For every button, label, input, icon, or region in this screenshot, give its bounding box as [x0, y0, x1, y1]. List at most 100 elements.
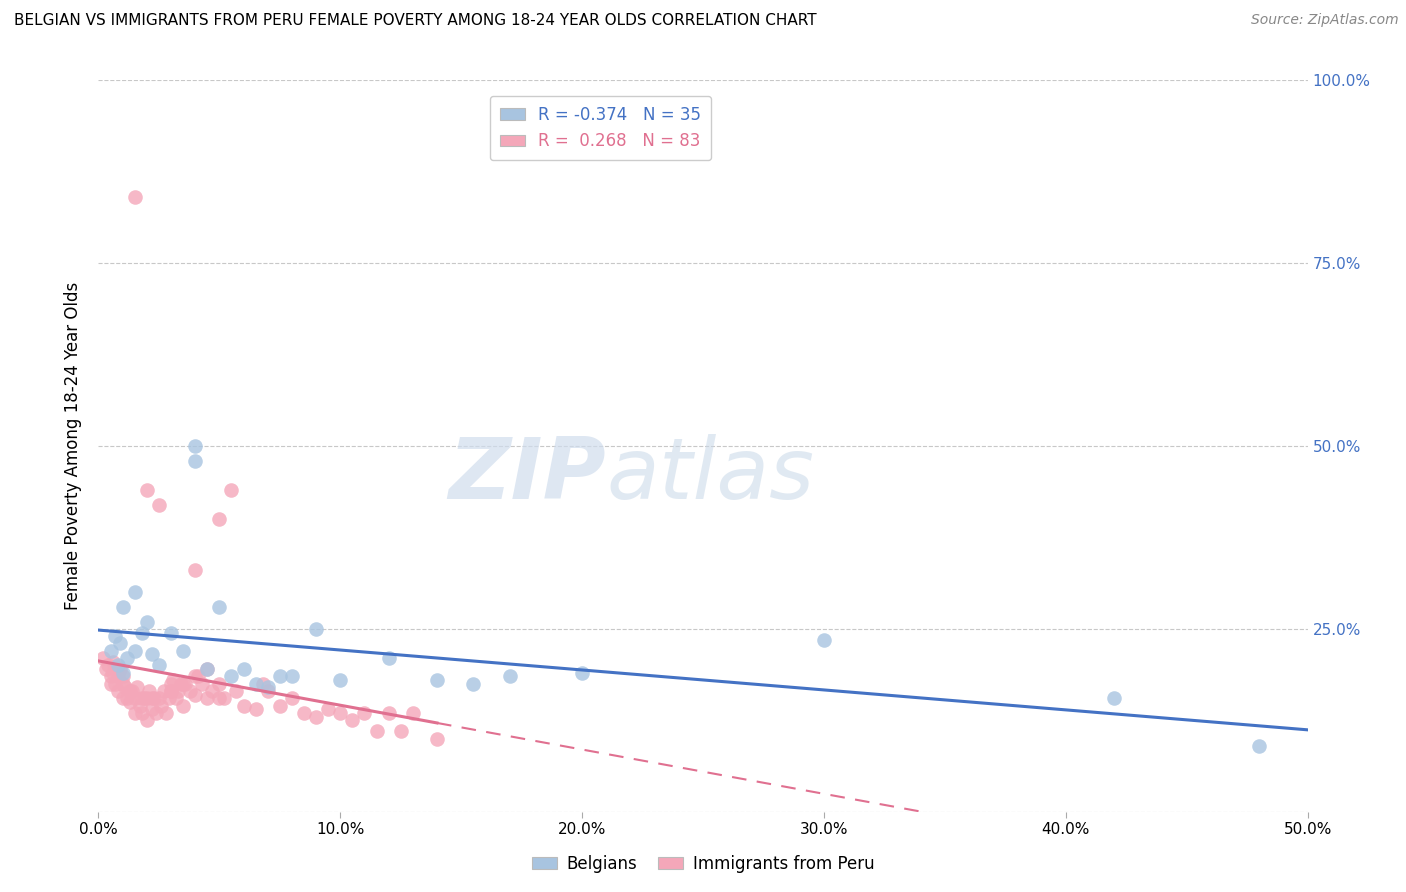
Point: [107, 684, 129, 698]
Point: [353, 706, 375, 720]
Point: [292, 706, 315, 720]
Point: [179, 684, 201, 698]
Point: [135, 714, 157, 728]
Point: [148, 658, 170, 673]
Point: [138, 684, 160, 698]
Point: [141, 648, 163, 662]
Point: [172, 644, 194, 658]
Point: [225, 684, 247, 698]
Text: Source: ZipAtlas.com: Source: ZipAtlas.com: [1251, 13, 1399, 28]
Point: [426, 731, 449, 746]
Point: [195, 691, 218, 706]
Point: [167, 684, 190, 698]
Point: [187, 669, 209, 683]
Point: [108, 636, 131, 650]
Point: [174, 676, 197, 690]
Point: [97, 658, 120, 673]
Point: [377, 706, 399, 720]
Point: [208, 512, 231, 526]
Text: ZIP: ZIP: [449, 434, 606, 516]
Point: [108, 662, 131, 676]
Point: [281, 691, 304, 706]
Point: [305, 622, 328, 636]
Point: [100, 676, 122, 690]
Point: [191, 676, 214, 690]
Point: [100, 669, 122, 683]
Point: [141, 691, 163, 706]
Point: [124, 190, 146, 204]
Point: [111, 691, 134, 706]
Point: [221, 483, 243, 497]
Point: [402, 706, 425, 720]
Point: [150, 698, 173, 713]
Point: [316, 702, 339, 716]
Point: [157, 691, 180, 706]
Point: [195, 662, 218, 676]
Point: [245, 676, 267, 690]
Point: [252, 676, 274, 690]
Point: [111, 665, 134, 680]
Point: [107, 669, 129, 683]
Point: [111, 599, 134, 614]
Point: [118, 695, 141, 709]
Point: [148, 691, 170, 706]
Point: [117, 691, 139, 706]
Point: [145, 706, 167, 720]
Point: [124, 691, 146, 706]
Text: BELGIAN VS IMMIGRANTS FROM PERU FEMALE POVERTY AMONG 18-24 YEAR OLDS CORRELATION: BELGIAN VS IMMIGRANTS FROM PERU FEMALE P…: [14, 13, 817, 29]
Point: [131, 706, 153, 720]
Point: [201, 684, 224, 698]
Point: [160, 684, 183, 698]
Point: [104, 629, 127, 643]
Point: [104, 676, 127, 690]
Point: [184, 669, 207, 683]
Point: [135, 483, 157, 497]
Point: [256, 681, 278, 695]
Point: [94, 662, 117, 676]
Point: [256, 684, 278, 698]
Point: [184, 563, 207, 577]
Point: [148, 498, 170, 512]
Point: [135, 615, 157, 629]
Point: [165, 691, 187, 706]
Point: [1102, 691, 1125, 706]
Point: [107, 658, 129, 673]
Point: [329, 673, 352, 687]
Point: [124, 644, 146, 658]
Point: [143, 691, 166, 706]
Point: [269, 698, 291, 713]
Point: [135, 691, 157, 706]
Point: [114, 681, 136, 695]
Point: [221, 669, 243, 683]
Point: [100, 644, 122, 658]
Point: [172, 698, 194, 713]
Point: [389, 724, 412, 739]
Point: [117, 651, 139, 665]
Point: [160, 625, 183, 640]
Point: [366, 724, 388, 739]
Point: [160, 676, 183, 690]
Point: [118, 684, 141, 698]
Point: [184, 688, 207, 702]
Point: [172, 676, 194, 690]
Point: [1249, 739, 1271, 753]
Point: [121, 684, 143, 698]
Point: [128, 698, 150, 713]
Point: [155, 706, 177, 720]
Point: [141, 702, 163, 716]
Point: [342, 714, 364, 728]
Point: [124, 585, 146, 599]
Point: [160, 684, 183, 698]
Point: [463, 676, 485, 690]
Legend: Belgians, Immigrants from Peru: Belgians, Immigrants from Peru: [526, 848, 880, 880]
Point: [208, 676, 231, 690]
Point: [305, 709, 328, 723]
Point: [498, 669, 520, 683]
Point: [131, 691, 153, 706]
Point: [91, 651, 114, 665]
Text: atlas: atlas: [606, 434, 814, 516]
Point: [208, 691, 231, 706]
Point: [245, 702, 267, 716]
Point: [131, 625, 153, 640]
Point: [232, 662, 254, 676]
